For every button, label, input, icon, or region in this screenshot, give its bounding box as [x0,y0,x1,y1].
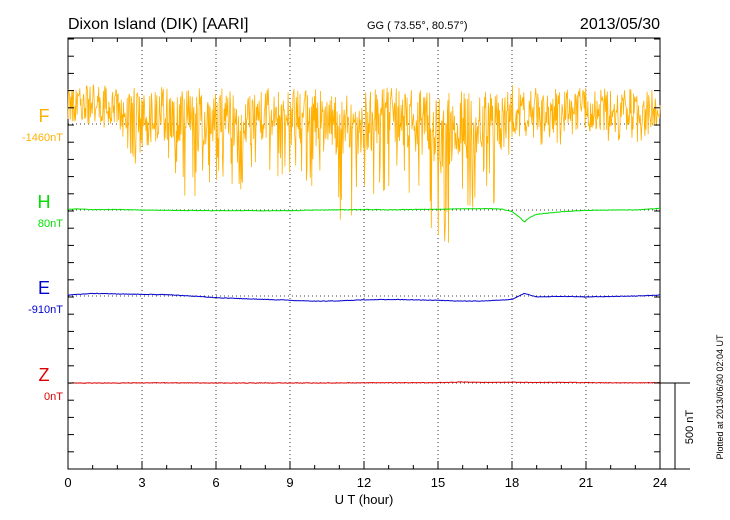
label-layer: 0 3 6 9 12 15 18 21 24 F -1460nT H 80nT E -910nT Z 0nT [22,106,667,490]
plotted-at-note: Plotted at 2013/06/30 02:04 UT [715,334,725,460]
trace-h [68,207,661,223]
station-title: Dixon Island (DIK) [AARI] [68,16,249,33]
x-tick-label: 0 [64,475,71,490]
x-tick-label: 15 [431,475,445,490]
x-tick-label: 21 [579,475,593,490]
baseline-value-h: 80nT [38,218,63,230]
scale-bar: 500 nT [660,382,696,470]
x-tick-label: 12 [357,475,371,490]
x-tick-label: 24 [653,475,667,490]
trace-f [67,84,661,243]
baseline-value-e: -910nT [28,304,63,316]
trace-layer [67,84,661,384]
component-label-h: H [38,192,51,212]
x-tick-label: 3 [138,475,145,490]
component-label-f: F [39,106,50,126]
x-tick-label: 9 [286,475,293,490]
trace-z [68,381,660,384]
x-axis-title: U T (hour) [335,492,394,507]
baseline-value-z: 0nT [44,391,63,403]
x-tick-label: 18 [505,475,519,490]
scale-bar-label: 500 nT [684,410,696,445]
baseline-value-f: -1460nT [22,132,63,144]
trace-e [67,292,660,302]
coordinates-label: GG ( 73.55°, 80.57°) [367,20,468,32]
x-tick-label: 6 [212,475,219,490]
component-label-e: E [38,278,50,298]
component-label-z: Z [39,365,50,385]
tick-layer [67,38,661,470]
date-label: 2013/05/30 [580,16,660,33]
